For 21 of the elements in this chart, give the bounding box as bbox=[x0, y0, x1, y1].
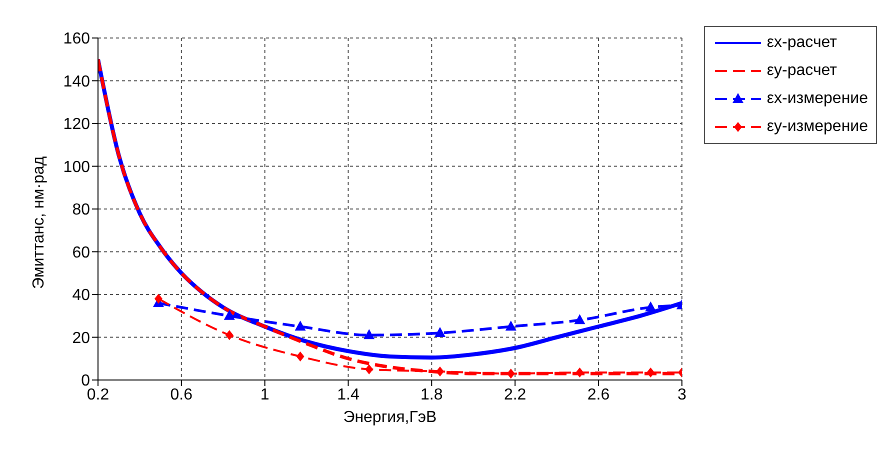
y-tick-label: 100 bbox=[63, 158, 90, 176]
y-tick-label: 40 bbox=[72, 287, 90, 304]
x-tick-label: 1.8 bbox=[420, 386, 443, 404]
x-tick-label: 2.6 bbox=[587, 386, 610, 404]
y-tick-label: 80 bbox=[72, 202, 90, 219]
legend-label: εy-измерение bbox=[766, 118, 868, 136]
x-axis-title: Энергия,ГэВ bbox=[343, 409, 437, 426]
x-tick-label: 1 bbox=[260, 386, 270, 404]
y-tick-label: 60 bbox=[72, 244, 90, 262]
y-tick-label: 160 bbox=[63, 30, 90, 48]
x-tick-label: 3 bbox=[677, 386, 686, 404]
y-tick-label: 20 bbox=[72, 330, 90, 347]
legend-label: εy-расчет bbox=[766, 62, 837, 80]
x-tick-label: 2.2 bbox=[504, 386, 526, 404]
legend-label: εx-расчет bbox=[766, 34, 837, 52]
y-tick-label: 120 bbox=[63, 116, 90, 134]
legend-label: εx-измерение bbox=[766, 90, 868, 108]
x-tick-label: 1.4 bbox=[337, 386, 360, 404]
y-tick-label: 140 bbox=[63, 73, 90, 90]
y-axis-title: Эмиттанс, нм·рад bbox=[30, 156, 48, 289]
x-tick-label: 0.6 bbox=[170, 386, 193, 404]
